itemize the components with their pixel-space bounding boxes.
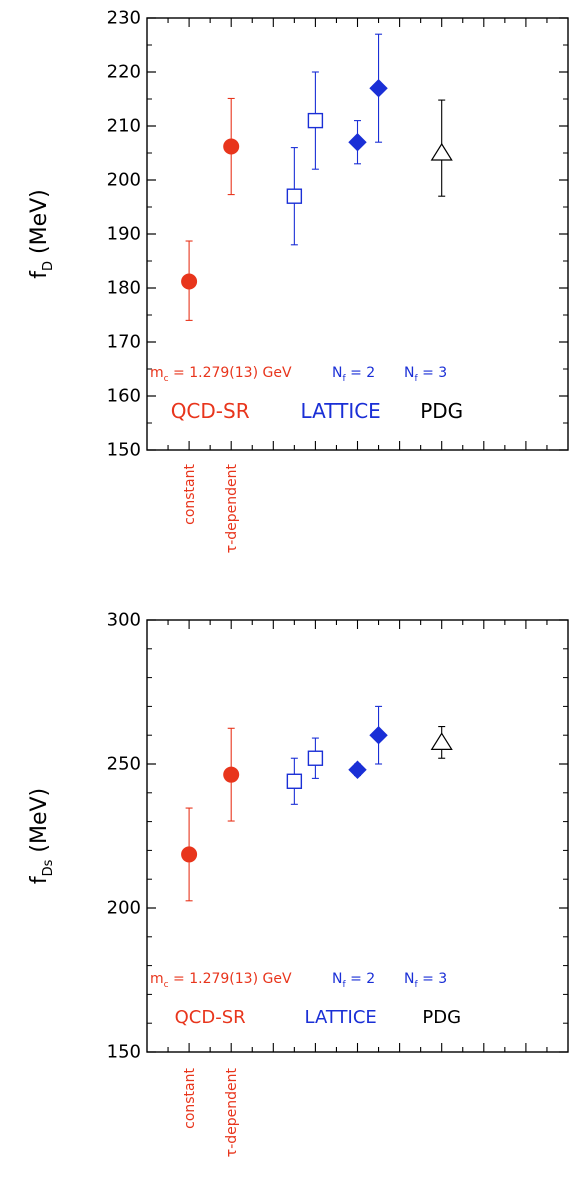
data-point-1 [181, 240, 198, 321]
marker-circle [223, 138, 240, 155]
y-tick-label: 200 [107, 170, 141, 191]
annotation-nf2-sub: f [342, 374, 346, 384]
marker-square [307, 112, 324, 129]
category-label-1: constant [182, 464, 198, 525]
data-point-4 [307, 737, 324, 779]
annotation-nf3-sub: f [414, 980, 418, 990]
annotation-mc: mc = 1.279(13) GeV [150, 971, 292, 990]
marker-square [286, 773, 303, 789]
data-point-6 [369, 33, 388, 143]
annotation-nf3-sub: f [414, 374, 418, 384]
y-axis-label-main: f [27, 270, 52, 279]
data-point-3 [286, 757, 303, 805]
y-tick-label: 210 [107, 116, 141, 137]
marker-square [286, 188, 303, 204]
annotation-mc-sub: c [164, 374, 169, 384]
marker-diamond [348, 132, 367, 152]
annotation-nf2: Nf = 2 [332, 971, 375, 990]
label-pdg: PDG [420, 399, 463, 423]
y-axis-label: fDs (MeV) [27, 788, 56, 884]
annotation-mc-sub: c [164, 980, 169, 990]
marker-diamond [369, 78, 388, 98]
y-tick-label: 170 [107, 332, 141, 353]
y-tick-label: 150 [107, 1042, 141, 1063]
category-label-1: constant [182, 1068, 198, 1129]
label-lattice: LATTICE [301, 399, 381, 423]
plot-frame [146, 17, 569, 451]
y-axis-label-sub: Ds [41, 859, 56, 876]
y-axis-label-main: f [27, 875, 52, 884]
label-pdg: PDG [422, 1007, 461, 1028]
annotation-nf2-sub: f [342, 980, 346, 990]
annotation-mc-m: m [150, 971, 164, 987]
marker-circle [181, 846, 198, 863]
annotation-nf3-n: N [404, 365, 414, 381]
marker-circle [181, 273, 198, 290]
annotation-mc-value: = 1.279(13) GeV [169, 365, 292, 381]
annotation-nf2-n: N [332, 971, 342, 987]
y-tick-label: 150 [107, 440, 141, 461]
annotation-mc-m: m [150, 365, 164, 381]
marker-square [307, 750, 324, 766]
annotation-mc: mc = 1.279(13) GeV [150, 365, 292, 384]
y-tick-label: 190 [107, 224, 141, 245]
annotation-nf3-value: = 3 [418, 971, 448, 987]
marker-triangle [430, 142, 453, 161]
data-point-2 [223, 97, 240, 196]
label-qcd-sr: QCD-SR [175, 1007, 246, 1028]
y-tick-label: 180 [107, 278, 141, 299]
y-axis-label-unit: (MeV) [27, 788, 52, 860]
annotation-nf2-value: = 2 [346, 365, 376, 381]
data-point-6 [369, 705, 388, 765]
y-tick-label: 250 [107, 754, 141, 775]
marker-diamond [348, 760, 367, 779]
marker-diamond [369, 725, 388, 745]
y-tick-label: 200 [107, 898, 141, 919]
data-point-7 [430, 99, 453, 197]
data-point-4 [307, 71, 324, 170]
annotation-nf3-value: = 3 [418, 365, 448, 381]
y-tick-label: 220 [107, 62, 141, 83]
data-point-5 [348, 760, 367, 779]
annotation-nf3-n: N [404, 971, 414, 987]
annotation-mc-value: = 1.279(13) GeV [169, 971, 292, 987]
y-tick-label: 300 [107, 610, 141, 631]
marker-triangle [430, 732, 453, 751]
data-point-2 [223, 727, 240, 822]
data-point-5 [348, 120, 367, 165]
y-axis-label: fD (MeV) [27, 189, 56, 279]
marker-circle [223, 766, 240, 783]
annotation-nf3: Nf = 3 [404, 365, 447, 384]
category-label-2: τ-dependent [224, 1067, 240, 1157]
y-axis-label-sub: D [41, 261, 56, 271]
label-lattice: LATTICE [305, 1007, 377, 1028]
annotation-nf2-value: = 2 [346, 971, 376, 987]
data-point-3 [286, 147, 303, 246]
data-point-1 [181, 807, 198, 902]
data-point-7 [430, 726, 453, 759]
y-tick-label: 160 [107, 386, 141, 407]
y-tick-label: 230 [107, 8, 141, 29]
y-axis-label-unit: (MeV) [27, 189, 52, 261]
annotation-nf3: Nf = 3 [404, 971, 447, 990]
plot-frame [146, 619, 569, 1053]
annotation-nf2-n: N [332, 365, 342, 381]
category-label-2: τ-dependent [224, 463, 240, 553]
annotation-nf2: Nf = 2 [332, 365, 375, 384]
label-qcd-sr: QCD-SR [171, 399, 250, 423]
